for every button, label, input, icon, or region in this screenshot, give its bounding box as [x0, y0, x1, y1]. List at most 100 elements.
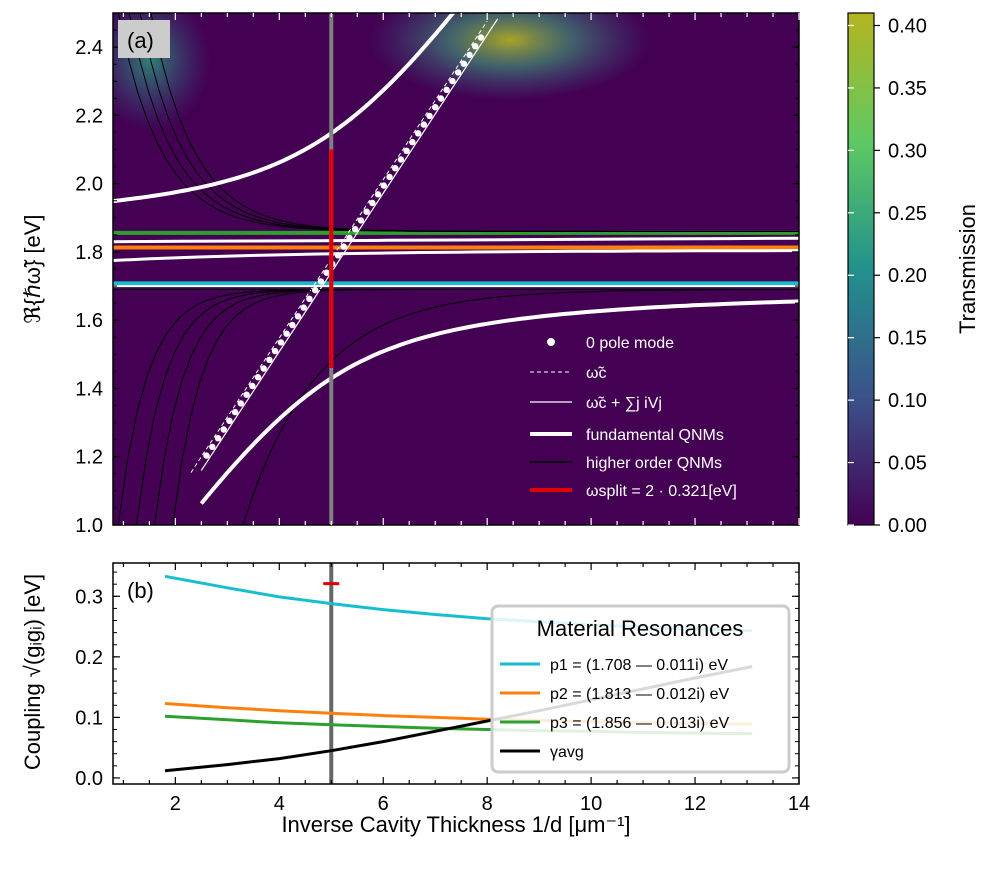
- panel-b-legend: Material Resonances p1 = (1.708 — 0.011i…: [490, 604, 791, 774]
- panel-a-ytick-label: 1.4: [75, 378, 103, 400]
- transmission-glow-upper: [370, 13, 650, 100]
- omega-c-dashed-line: [190, 20, 488, 473]
- panel-a-legend: 0 pole mode ω̃c ω̃c + ∑j iVj fundamental…: [530, 335, 737, 500]
- zero-pole-dot: [266, 356, 273, 363]
- colorbar-tick-label: 0.05: [888, 453, 927, 475]
- fundamental-qnm-middle-lower: [113, 249, 799, 262]
- zero-pole-dot: [346, 234, 353, 242]
- fundamental-qnm-upper: [113, 13, 456, 204]
- zero-pole-dot: [449, 77, 456, 85]
- zero-pole-dot: [254, 374, 262, 381]
- x-tick-label: 14: [788, 793, 810, 815]
- zero-pole-dot: [300, 304, 307, 311]
- zero-pole-dot: [237, 400, 244, 407]
- zero-pole-dot: [403, 147, 410, 154]
- panel-a-ytick-label: 2.2: [75, 105, 103, 127]
- panel-a: 1.0 1.2 1.4 1.6 1.8 2.0 2.2 2.4 (a) ℜ{ℏω̃} [eV]…: [20, 12, 800, 537]
- zero-pole-dot: [220, 426, 227, 433]
- zero-pole-dot: [460, 60, 467, 67]
- zero-pole-dot: [209, 443, 216, 451]
- zero-pole-dot: [277, 339, 285, 346]
- zero-pole-dot: [312, 286, 319, 294]
- zero-pole-dot: [437, 95, 445, 102]
- zero-pole-dot: [363, 208, 370, 215]
- zero-pole-dot: [414, 130, 422, 137]
- panel-b-ytick-label: 0.1: [75, 707, 103, 729]
- colorbar: 0.00 0.05 0.10 0.15 0.20 0.25 0.30 0.35 0.40 Tra…: [847, 12, 980, 537]
- zero-pole-dot: [380, 182, 387, 189]
- heatmap-background: [113, 13, 799, 525]
- zero-pole-dot: [432, 104, 439, 111]
- legend-p2-label: p2 = (1.813 — 0.012i) eV: [550, 686, 730, 703]
- colorbar-tick-label: 0.25: [888, 203, 927, 225]
- panel-b-frame: [112, 562, 800, 785]
- legend-label-omega-c: ω̃c: [586, 365, 607, 382]
- colorbar-gradient: [847, 12, 875, 526]
- legend-p1-label: p1 = (1.708 — 0.011i) eV: [550, 657, 728, 674]
- legend-gamma-label: γavg: [550, 744, 584, 761]
- zero-pole-dot: [334, 252, 342, 259]
- fundamental-qnm-middle-upper: [113, 236, 799, 244]
- x-tick-label: 2: [170, 793, 181, 815]
- zero-pole-dot: [477, 34, 485, 41]
- zero-pole-dot: [323, 269, 330, 276]
- panel-a-label-box: [118, 20, 170, 58]
- zero-pole-dot: [283, 330, 290, 337]
- zero-pole-dot: [214, 435, 222, 442]
- x-tick-label: 8: [482, 793, 493, 815]
- panel-a-label: (a): [127, 28, 154, 53]
- zero-pole-dot: [271, 347, 279, 355]
- zero-pole-dot: [472, 43, 479, 50]
- zero-pole-dot: [454, 69, 462, 76]
- panel-b-label: (b): [127, 578, 154, 603]
- x-tick-label: 6: [378, 793, 389, 815]
- colorbar-tick-label: 0.40: [888, 15, 927, 37]
- colorbar-tick-label: 0.15: [888, 328, 927, 350]
- zero-pole-dot: [260, 365, 267, 372]
- legend-label-omega-c-sum: ω̃c + ∑j iVj: [586, 395, 662, 412]
- colorbar-tick-label: 0.00: [888, 515, 927, 537]
- panel-b-legend-title: Material Resonances: [537, 616, 744, 641]
- panel-a-ytick-label: 1.0: [75, 515, 103, 537]
- legend-label-higher-order: higher order QNMs: [586, 455, 722, 472]
- higher-qnm-upper-3: [150, 13, 799, 232]
- legend-p3-label: p3 = (1.856 — 0.013i) eV: [550, 715, 730, 732]
- zero-pole-dot: [409, 138, 416, 146]
- panel-a-ytick-label: 1.8: [75, 242, 103, 264]
- zero-pole-dot: [317, 278, 325, 285]
- zero-pole-dot: [443, 86, 450, 94]
- zero-pole-dot: [357, 217, 365, 224]
- panel-b-ytick-label: 0.2: [75, 647, 103, 669]
- legend-label-split: ωsplit = 2 · 0.321[eV]: [586, 483, 737, 500]
- zero-pole-dot: [397, 156, 405, 163]
- fundamental-qnm-lower: [199, 299, 799, 505]
- zero-pole-dot: [369, 199, 376, 207]
- legend-label-fundamental: fundamental QNMs: [586, 427, 724, 444]
- zero-pole-dot: [226, 417, 233, 424]
- zero-pole-dot: [289, 321, 296, 329]
- panel-b-ytick-label: 0.3: [75, 586, 103, 608]
- zero-pole-dot: [420, 121, 427, 128]
- x-tick-label: 4: [274, 793, 285, 815]
- panel-b-legend-box: [490, 604, 791, 774]
- x-tick-label: 10: [580, 793, 602, 815]
- legend-label-zero-pole: 0 pole mode: [586, 335, 674, 352]
- zero-pole-dot: [243, 391, 250, 398]
- zero-pole-dot: [386, 173, 393, 181]
- zero-pole-dot: [352, 226, 359, 233]
- panel-a-ytick-label: 1.6: [75, 310, 103, 332]
- zero-pole-dot: [306, 295, 313, 302]
- panel-b: 0.0 0.1 0.2 0.3 2 4 6 8 10 12 14 (b) Coupling √(g…: [20, 562, 810, 837]
- zero-pole-dot: [249, 382, 256, 390]
- zero-pole-dot: [340, 243, 347, 250]
- zero-pole-dot: [466, 51, 473, 59]
- panel-a-ytick-label: 2.0: [75, 174, 103, 196]
- omega-c-dressed-line: [200, 18, 499, 471]
- x-axis-label: Inverse Cavity Thickness 1/d [μm⁻¹]: [281, 812, 630, 837]
- panel-b-ytick-label: 0.0: [75, 768, 103, 790]
- colorbar-tick-label: 0.30: [888, 140, 927, 162]
- colorbar-tick-label: 0.35: [888, 78, 927, 100]
- zero-pole-dot: [203, 452, 210, 459]
- colorbar-label: Transmission: [955, 204, 980, 334]
- panel-b-ylabel: Coupling √(gᵢgᵢ) [eV]: [20, 574, 45, 770]
